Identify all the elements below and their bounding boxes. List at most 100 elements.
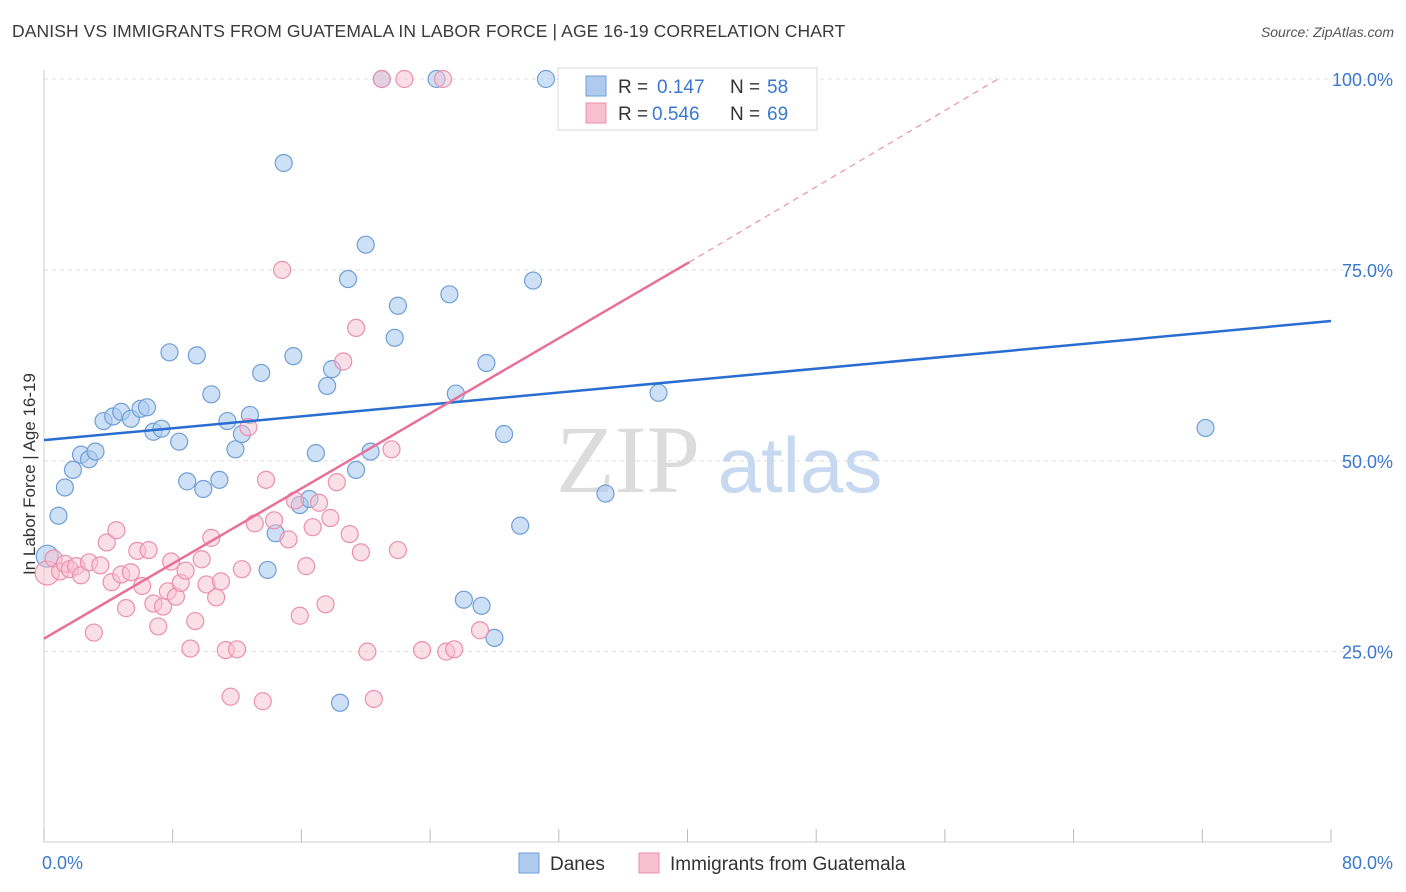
series-legend: Danes Immigrants from Guatemala bbox=[518, 852, 906, 875]
danes-point bbox=[472, 596, 491, 615]
watermark: ZIP atlas bbox=[556, 406, 882, 513]
guatemala-point bbox=[107, 521, 126, 540]
danes-point bbox=[596, 484, 615, 503]
axes bbox=[43, 70, 1332, 843]
stats-r-label-danes: R = bbox=[618, 77, 648, 98]
guatemala-point bbox=[186, 611, 205, 631]
danes-point bbox=[361, 442, 380, 461]
danes-point bbox=[346, 460, 366, 480]
guatemala-point bbox=[316, 595, 335, 614]
danes-point bbox=[226, 440, 245, 459]
stats-legend-swatch-guatemala bbox=[585, 102, 607, 124]
guatemala-point bbox=[232, 560, 251, 579]
danes-point bbox=[388, 296, 408, 315]
danes-point bbox=[194, 479, 213, 499]
guatemala-point bbox=[470, 621, 490, 640]
stats-r-label-guatemala: R = bbox=[618, 104, 648, 125]
guatemala-point bbox=[91, 556, 110, 575]
danes-point bbox=[440, 285, 459, 304]
x-tick-labels: 0.0% 80.0% bbox=[42, 853, 1393, 873]
guatemala-point bbox=[346, 318, 366, 338]
guatemala-point bbox=[382, 440, 401, 459]
danes-point bbox=[49, 506, 68, 525]
guatemala-point bbox=[358, 642, 377, 661]
guatemala-point bbox=[192, 550, 211, 569]
danes-point bbox=[495, 424, 514, 444]
guatemala-point bbox=[227, 640, 247, 659]
danes-point bbox=[284, 347, 303, 366]
guatemala-point bbox=[445, 640, 464, 659]
guatemala-point bbox=[207, 588, 226, 607]
guatemala-point bbox=[84, 623, 103, 642]
guatemala-point bbox=[253, 692, 272, 711]
danes-point bbox=[178, 472, 197, 491]
guatemala-point bbox=[264, 511, 284, 530]
danes-point bbox=[202, 385, 221, 404]
guatemala-point bbox=[412, 640, 432, 660]
guatemala-point bbox=[372, 69, 391, 89]
danes-point bbox=[356, 235, 375, 254]
x-tick-label: 0.0% bbox=[42, 853, 83, 873]
guatemala-point bbox=[176, 561, 195, 580]
danes-point bbox=[330, 693, 350, 712]
danes-point bbox=[170, 432, 189, 451]
danes-point bbox=[218, 411, 237, 431]
guatemala-point bbox=[395, 69, 414, 89]
stats-r-value-guatemala: 0.546 bbox=[652, 104, 700, 125]
watermark-atlas: atlas bbox=[718, 421, 883, 509]
danes-point bbox=[454, 590, 473, 609]
danes-point bbox=[536, 69, 556, 89]
guatemala-point bbox=[388, 540, 408, 560]
danes-point bbox=[385, 328, 404, 347]
danes-point bbox=[63, 460, 83, 480]
stats-legend-swatch-danes bbox=[585, 75, 607, 97]
y-tick-labels: 25.0% 50.0% 75.0% 100.0% bbox=[1332, 70, 1393, 663]
danes-point bbox=[523, 271, 543, 290]
guatemala-point bbox=[351, 543, 371, 562]
guatemala-point bbox=[239, 418, 258, 437]
stats-n-label-danes: N = bbox=[730, 77, 760, 98]
y-tick-label: 75.0% bbox=[1342, 261, 1393, 281]
guatemala-point bbox=[121, 563, 140, 582]
source-label: Source: ZipAtlas.com bbox=[1260, 24, 1394, 40]
guatemala-trend-line bbox=[43, 261, 690, 640]
danes-point bbox=[318, 376, 337, 396]
guatemala-point bbox=[245, 514, 264, 533]
danes-point bbox=[137, 398, 157, 417]
guatemala-point bbox=[334, 352, 353, 371]
danes-point bbox=[511, 516, 530, 535]
danes-point bbox=[210, 470, 229, 489]
guatemala-point bbox=[309, 493, 329, 512]
guatemala-point bbox=[279, 530, 298, 549]
danes-point bbox=[258, 560, 277, 580]
danes-point bbox=[55, 478, 75, 497]
stats-n-value-danes: 58 bbox=[767, 77, 788, 98]
guatemala-point bbox=[297, 557, 316, 576]
guatemala-point bbox=[256, 470, 276, 489]
legend-label-guatemala: Immigrants from Guatemala bbox=[670, 854, 906, 875]
guatemala-point bbox=[303, 518, 322, 537]
x-tick-label: 80.0% bbox=[1342, 853, 1393, 873]
guatemala-point bbox=[116, 599, 136, 618]
guatemala-point bbox=[97, 533, 116, 552]
danes-point bbox=[274, 153, 293, 173]
y-tick-label: 100.0% bbox=[1332, 70, 1393, 90]
danes-point bbox=[187, 346, 206, 365]
trend-lines bbox=[43, 78, 1332, 640]
watermark-zip: ZIP bbox=[556, 406, 700, 513]
guatemala-point bbox=[272, 260, 292, 279]
danes-point bbox=[306, 444, 325, 463]
danes-point bbox=[649, 383, 668, 402]
danes-point bbox=[252, 363, 271, 383]
guatemala-point bbox=[327, 473, 346, 492]
stats-n-value-guatemala: 69 bbox=[767, 104, 788, 125]
stats-legend: R = 0.147 N = 58 R = 0.546 N = 69 bbox=[557, 67, 818, 131]
danes-trend-line bbox=[43, 319, 1332, 442]
stats-n-label-guatemala: N = bbox=[730, 104, 760, 125]
legend-swatch-guatemala bbox=[638, 852, 660, 874]
guatemala-trend-extension bbox=[688, 78, 999, 263]
danes-point bbox=[485, 628, 504, 647]
guatemala-point bbox=[340, 524, 359, 544]
guatemala-point bbox=[149, 617, 168, 636]
guatemala-point bbox=[221, 687, 240, 706]
